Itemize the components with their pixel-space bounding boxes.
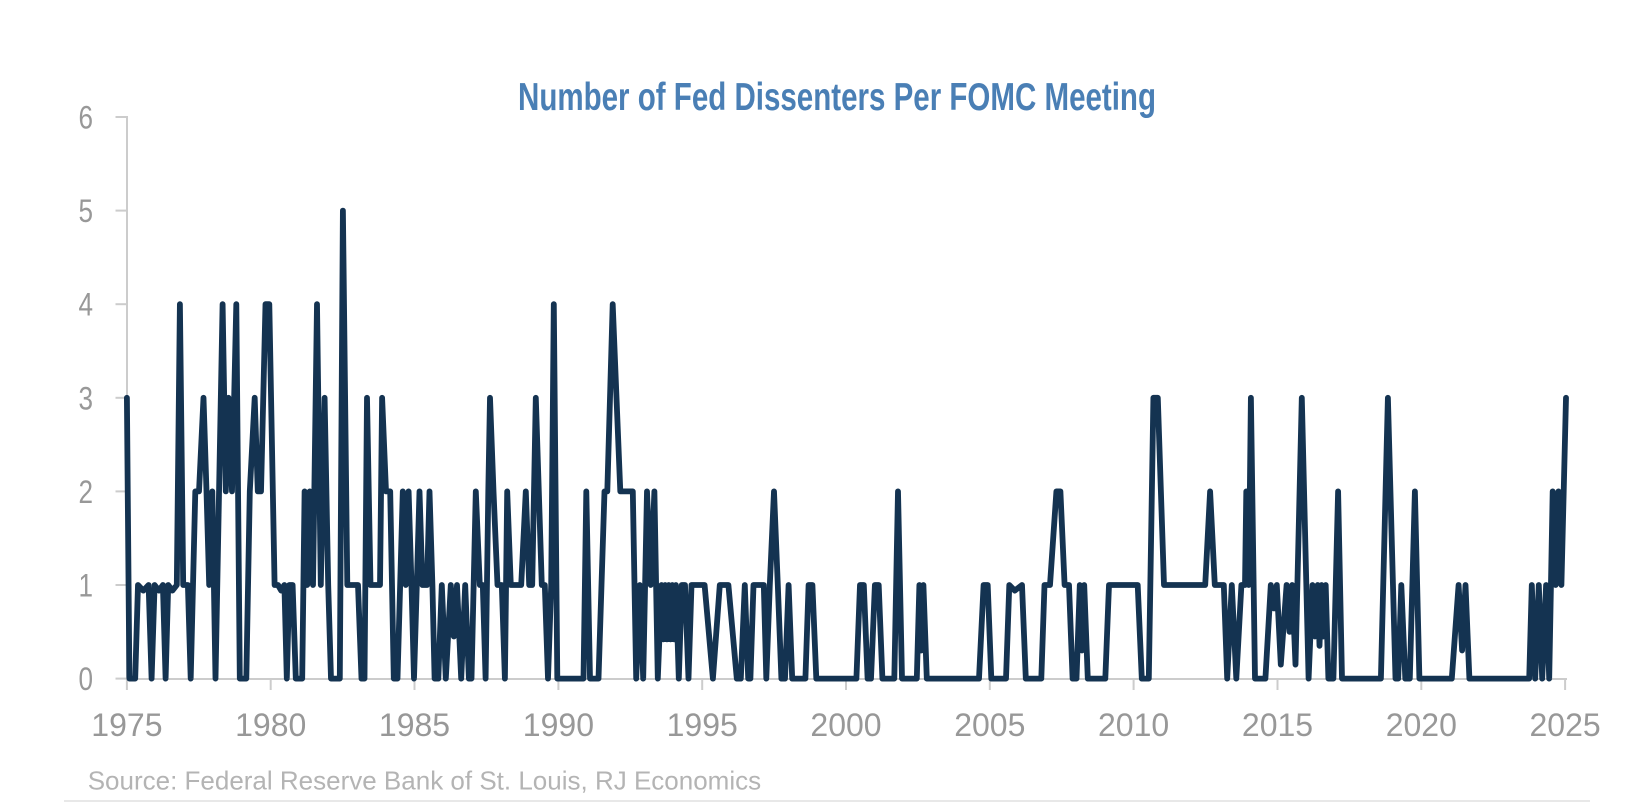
svg-text:2005: 2005 (954, 707, 1025, 743)
svg-text:3: 3 (79, 380, 94, 416)
svg-text:2015: 2015 (1242, 707, 1313, 743)
svg-text:6: 6 (79, 100, 94, 136)
svg-text:2: 2 (79, 474, 94, 510)
svg-text:1995: 1995 (667, 707, 738, 743)
svg-text:1985: 1985 (379, 707, 450, 743)
svg-text:2000: 2000 (810, 707, 881, 743)
svg-text:0: 0 (79, 661, 94, 697)
svg-text:Source: Federal Reserve Bank o: Source: Federal Reserve Bank of St. Loui… (88, 766, 761, 796)
svg-text:5: 5 (79, 193, 94, 229)
svg-text:4: 4 (79, 287, 94, 323)
svg-text:2025: 2025 (1530, 707, 1601, 743)
svg-text:1980: 1980 (235, 707, 306, 743)
svg-text:2010: 2010 (1098, 707, 1169, 743)
svg-text:1990: 1990 (523, 707, 594, 743)
svg-text:Number of Fed Dissenters Per F: Number of Fed Dissenters Per FOMC Meetin… (518, 76, 1156, 119)
svg-text:1975: 1975 (91, 707, 162, 743)
svg-text:2020: 2020 (1386, 707, 1457, 743)
svg-text:1: 1 (79, 568, 94, 604)
